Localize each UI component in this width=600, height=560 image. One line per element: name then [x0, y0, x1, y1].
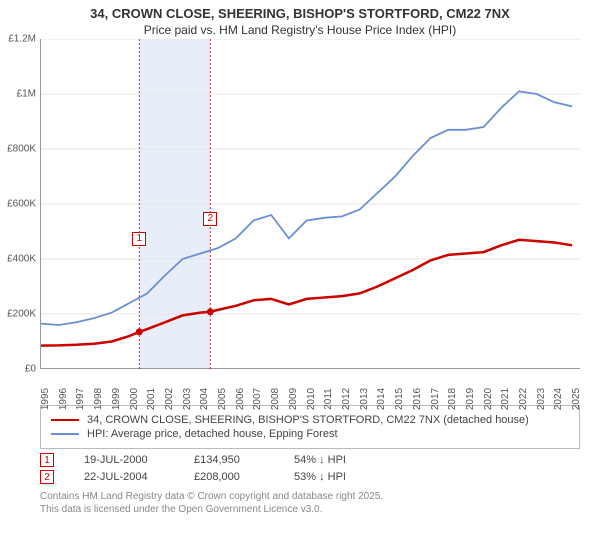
x-axis-label: 1999 [111, 388, 122, 410]
legend-label: HPI: Average price, detached house, Eppi… [87, 428, 338, 440]
x-axis-label: 2018 [447, 388, 458, 410]
marker-num-box: 1 [40, 453, 54, 467]
footer-line2: This data is licensed under the Open Gov… [40, 503, 580, 516]
marker-table-row: 2 22-JUL-2004 £208,000 53% ↓ HPI [40, 470, 580, 484]
chart-area: £0£200K£400K£600K£800K£1M£1.2M 12 199519… [40, 39, 600, 399]
y-axis-label: £1.2M [8, 34, 36, 45]
x-axis-label: 2015 [394, 388, 405, 410]
x-axis-label: 2000 [129, 388, 140, 410]
chart-subtitle: Price paid vs. HM Land Registry's House … [10, 23, 590, 37]
x-axis-label: 2014 [376, 388, 387, 410]
y-axis-label: £400K [7, 254, 36, 265]
y-axis-label: £200K [7, 309, 36, 320]
y-axis-label: £800K [7, 144, 36, 155]
legend-row: HPI: Average price, detached house, Eppi… [51, 428, 569, 440]
chart-marker-2: 2 [203, 212, 217, 226]
series-price_paid [41, 240, 572, 346]
y-axis-label: £1M [17, 89, 36, 100]
x-axis-label: 1998 [93, 388, 104, 410]
legend-swatch [51, 433, 79, 435]
x-axis-label: 2013 [359, 388, 370, 410]
x-axis-label: 2005 [217, 388, 228, 410]
x-axis-label: 2008 [270, 388, 281, 410]
x-axis-label: 1995 [40, 388, 51, 410]
marker-price: £208,000 [194, 471, 294, 483]
marker-price: £134,950 [194, 454, 294, 466]
x-axis-label: 2001 [146, 388, 157, 410]
x-axis-label: 2011 [323, 388, 334, 410]
chart-title: 34, CROWN CLOSE, SHEERING, BISHOP'S STOR… [10, 6, 590, 21]
y-axis: £0£200K£400K£600K£800K£1M£1.2M [0, 39, 38, 399]
marker-date: 19-JUL-2000 [84, 454, 194, 466]
x-axis-label: 2025 [571, 388, 582, 410]
x-axis: 1995199619971998199920002001200220032004… [40, 371, 580, 401]
marker-pct: 53% ↓ HPI [294, 471, 394, 483]
x-axis-label: 2010 [306, 388, 317, 410]
marker-date: 22-JUL-2004 [84, 471, 194, 483]
x-axis-label: 2016 [412, 388, 423, 410]
x-axis-label: 2006 [235, 388, 246, 410]
x-axis-label: 2017 [430, 388, 441, 410]
chart-container: 34, CROWN CLOSE, SHEERING, BISHOP'S STOR… [0, 0, 600, 560]
plot-region: 12 [40, 39, 580, 369]
footer-line1: Contains HM Land Registry data © Crown c… [40, 490, 580, 503]
chart-marker-1: 1 [132, 232, 146, 246]
x-axis-label: 2019 [465, 388, 476, 410]
title-block: 34, CROWN CLOSE, SHEERING, BISHOP'S STOR… [0, 0, 600, 39]
y-axis-label: £600K [7, 199, 36, 210]
legend-box: 34, CROWN CLOSE, SHEERING, BISHOP'S STOR… [40, 405, 580, 449]
x-axis-label: 2023 [536, 388, 547, 410]
legend-row: 34, CROWN CLOSE, SHEERING, BISHOP'S STOR… [51, 414, 569, 426]
x-axis-label: 2003 [182, 388, 193, 410]
legend-swatch [51, 419, 79, 422]
plot-svg [41, 39, 581, 369]
marker-num-box: 2 [40, 470, 54, 484]
marker-table-row: 1 19-JUL-2000 £134,950 54% ↓ HPI [40, 453, 580, 467]
legend-label: 34, CROWN CLOSE, SHEERING, BISHOP'S STOR… [87, 414, 529, 426]
x-axis-label: 2022 [518, 388, 529, 410]
x-axis-label: 1997 [75, 388, 86, 410]
series-hpi [41, 91, 572, 325]
x-axis-label: 2009 [288, 388, 299, 410]
marker-pct: 54% ↓ HPI [294, 454, 394, 466]
x-axis-label: 2021 [500, 388, 511, 410]
x-axis-label: 2007 [252, 388, 263, 410]
x-axis-label: 2012 [341, 388, 352, 410]
x-axis-label: 2024 [553, 388, 564, 410]
x-axis-label: 2004 [199, 388, 210, 410]
y-axis-label: £0 [25, 364, 36, 375]
footer: Contains HM Land Registry data © Crown c… [40, 490, 580, 516]
x-axis-label: 2020 [483, 388, 494, 410]
x-axis-label: 1996 [58, 388, 69, 410]
x-axis-label: 2002 [164, 388, 175, 410]
markers-table: 1 19-JUL-2000 £134,950 54% ↓ HPI 2 22-JU… [40, 453, 580, 484]
